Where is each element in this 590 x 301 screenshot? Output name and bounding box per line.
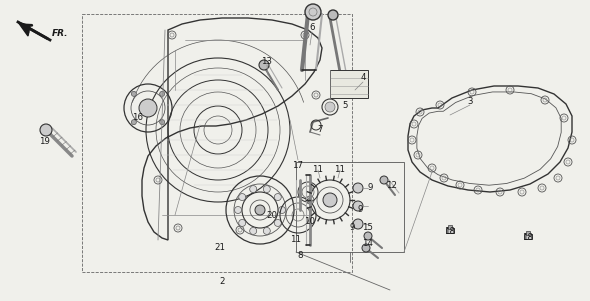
Text: 21: 21 <box>215 244 225 253</box>
Circle shape <box>353 219 363 229</box>
Circle shape <box>139 99 157 117</box>
Circle shape <box>259 60 269 70</box>
Circle shape <box>278 206 286 213</box>
Text: 19: 19 <box>38 138 50 147</box>
Circle shape <box>132 119 136 125</box>
Text: 11: 11 <box>335 166 346 175</box>
Bar <box>296 162 404 252</box>
Bar <box>524 234 532 239</box>
Text: 4: 4 <box>360 73 366 82</box>
Bar <box>448 225 452 229</box>
Text: 13: 13 <box>261 57 273 67</box>
Text: 18: 18 <box>444 228 455 237</box>
Text: FR.: FR. <box>52 29 68 38</box>
Circle shape <box>255 205 265 215</box>
Circle shape <box>160 92 165 96</box>
Circle shape <box>323 193 337 207</box>
Text: 6: 6 <box>309 23 314 33</box>
Circle shape <box>274 219 281 226</box>
Text: 9: 9 <box>368 184 373 193</box>
Text: 8: 8 <box>297 250 303 259</box>
Bar <box>446 228 454 233</box>
Circle shape <box>239 194 245 200</box>
Circle shape <box>250 228 257 234</box>
Circle shape <box>362 244 370 252</box>
Polygon shape <box>18 22 30 36</box>
Circle shape <box>274 194 281 200</box>
Text: 11: 11 <box>313 166 323 175</box>
Bar <box>330 70 368 98</box>
Circle shape <box>239 219 245 226</box>
Text: 18: 18 <box>523 234 533 243</box>
Text: 2: 2 <box>219 278 225 287</box>
Circle shape <box>380 176 388 184</box>
Text: 9: 9 <box>358 206 363 215</box>
Text: 10: 10 <box>304 218 316 226</box>
Bar <box>82 14 352 272</box>
Polygon shape <box>408 86 572 192</box>
Text: 17: 17 <box>293 160 303 169</box>
Circle shape <box>364 232 372 240</box>
Circle shape <box>263 186 270 193</box>
Circle shape <box>263 228 270 234</box>
Circle shape <box>305 4 321 20</box>
Text: 3: 3 <box>467 98 473 107</box>
Text: 15: 15 <box>362 224 373 232</box>
Text: 14: 14 <box>362 238 373 247</box>
Circle shape <box>325 102 335 112</box>
Text: 9: 9 <box>349 224 355 232</box>
Circle shape <box>250 186 257 193</box>
Circle shape <box>40 124 52 136</box>
Text: 12: 12 <box>386 181 398 190</box>
Circle shape <box>353 183 363 193</box>
Bar <box>526 231 530 235</box>
Text: 16: 16 <box>133 113 143 123</box>
Circle shape <box>234 206 241 213</box>
Text: 20: 20 <box>267 210 277 219</box>
Circle shape <box>353 201 363 211</box>
Text: 11: 11 <box>290 235 301 244</box>
Circle shape <box>132 92 136 96</box>
Circle shape <box>160 119 165 125</box>
Circle shape <box>328 10 338 20</box>
Text: 7: 7 <box>317 126 323 135</box>
Text: 5: 5 <box>342 101 348 110</box>
